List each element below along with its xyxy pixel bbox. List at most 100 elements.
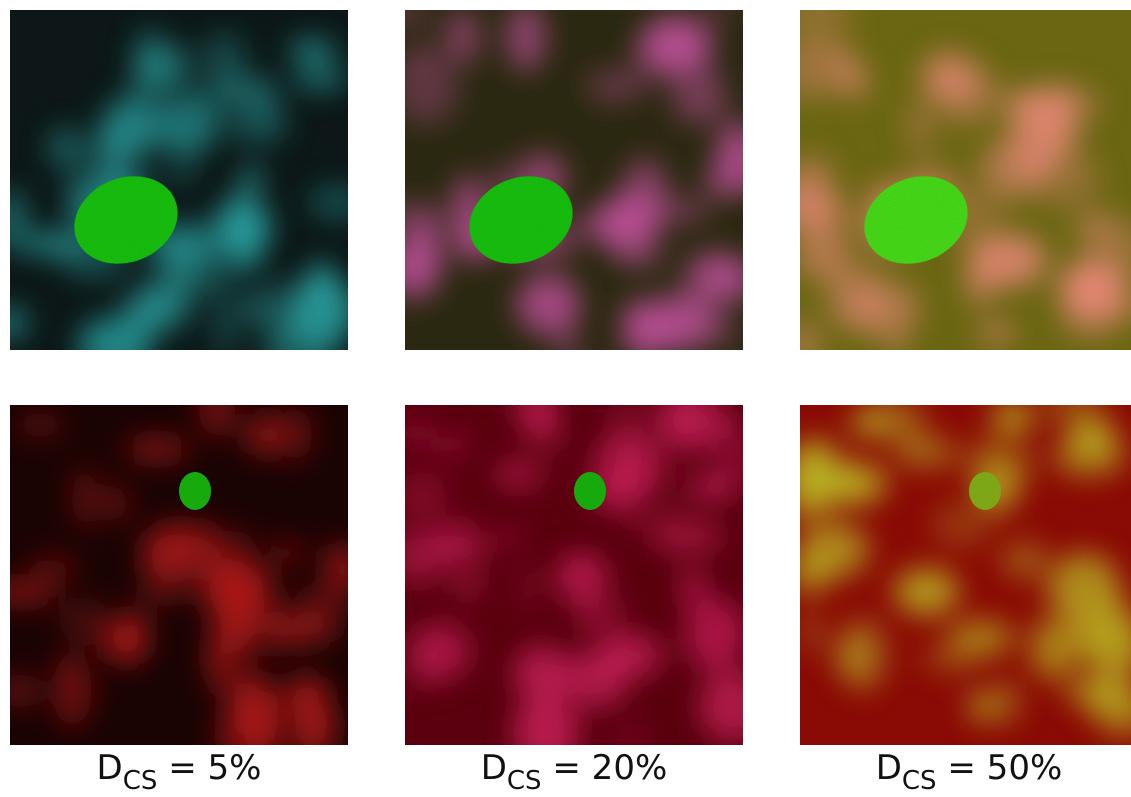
blob xyxy=(887,335,909,361)
blob xyxy=(1004,88,1064,126)
blob xyxy=(991,401,1035,433)
label-main: D xyxy=(481,748,507,788)
blob xyxy=(1052,435,1127,478)
figure: DCS = 5% DCS = 20% DCS = 50% (() => { co… xyxy=(0,0,1131,797)
blob xyxy=(840,617,889,693)
blob xyxy=(132,42,189,91)
label-subscript: CS xyxy=(902,766,937,796)
blob xyxy=(1031,148,1100,206)
blob xyxy=(556,552,609,608)
image-panel xyxy=(0,10,366,379)
label-subscript: CS xyxy=(123,766,158,796)
blob xyxy=(412,622,470,680)
blob xyxy=(978,323,1015,345)
image-panel xyxy=(775,0,1131,376)
blob xyxy=(993,680,1020,725)
blob xyxy=(292,64,348,92)
blob xyxy=(586,69,639,103)
blob xyxy=(389,529,447,583)
label-main: D xyxy=(97,748,123,788)
blob xyxy=(245,291,268,326)
blob xyxy=(199,376,236,439)
blob xyxy=(702,256,759,308)
blob xyxy=(115,611,149,645)
blob xyxy=(904,99,935,155)
blob xyxy=(208,74,277,107)
blob xyxy=(621,308,672,361)
blob xyxy=(271,541,303,565)
image-panel xyxy=(389,383,765,769)
blob xyxy=(791,552,831,594)
blob xyxy=(715,122,762,196)
label-subscript: CS xyxy=(507,766,542,796)
blob xyxy=(445,8,480,64)
blob xyxy=(325,542,360,591)
blob xyxy=(603,397,655,469)
blob xyxy=(228,102,289,146)
blob xyxy=(455,575,481,596)
blob xyxy=(1030,624,1079,680)
blob xyxy=(827,265,884,331)
blob xyxy=(308,185,366,220)
blob xyxy=(105,91,162,163)
blob xyxy=(48,128,84,168)
blob xyxy=(16,412,65,439)
blob xyxy=(894,568,959,616)
blob xyxy=(699,670,765,743)
blob xyxy=(965,241,995,306)
blob xyxy=(124,439,191,460)
blob xyxy=(201,556,269,627)
blob xyxy=(167,118,198,189)
blob xyxy=(1059,290,1120,341)
blob xyxy=(1066,90,1103,117)
label-value: = 20% xyxy=(552,748,667,788)
blob xyxy=(848,412,890,435)
blob xyxy=(506,2,545,71)
blob xyxy=(515,387,557,430)
blob xyxy=(968,690,995,723)
blob xyxy=(561,651,629,708)
panel-label: DCS = 50% xyxy=(800,748,1131,796)
panel-label: DCS = 5% xyxy=(10,748,348,796)
image-grid xyxy=(0,0,1131,797)
blob xyxy=(245,414,281,457)
blob xyxy=(141,524,204,586)
blob xyxy=(385,0,428,25)
blob xyxy=(617,510,685,531)
blob xyxy=(685,477,739,499)
blob xyxy=(948,619,1014,657)
blob xyxy=(788,320,820,376)
target xyxy=(574,472,606,510)
blob xyxy=(53,652,92,728)
blob xyxy=(393,51,458,126)
blob xyxy=(6,674,32,707)
blob xyxy=(517,562,538,613)
blob xyxy=(615,728,646,749)
image-panel xyxy=(372,0,763,369)
target xyxy=(969,472,1001,510)
blob xyxy=(616,247,669,273)
blob xyxy=(402,422,428,444)
panel-label: DCS = 20% xyxy=(405,748,743,796)
blob xyxy=(1001,541,1049,581)
blob xyxy=(401,213,444,277)
blob xyxy=(1047,553,1120,628)
label-main: D xyxy=(876,748,902,788)
blob xyxy=(289,40,336,60)
blob xyxy=(582,207,648,240)
blob xyxy=(648,198,710,225)
blob xyxy=(286,675,329,715)
blob xyxy=(921,52,975,104)
blob xyxy=(665,60,725,89)
image-panel xyxy=(784,384,1131,745)
blob xyxy=(516,274,580,335)
blob xyxy=(215,288,236,358)
blob xyxy=(264,316,337,379)
blob xyxy=(1075,209,1117,248)
blob xyxy=(714,322,737,346)
blob xyxy=(398,471,446,521)
label-value: = 50% xyxy=(947,748,1062,788)
blob xyxy=(800,608,824,654)
label-value: = 5% xyxy=(168,748,261,788)
blob xyxy=(831,39,854,86)
